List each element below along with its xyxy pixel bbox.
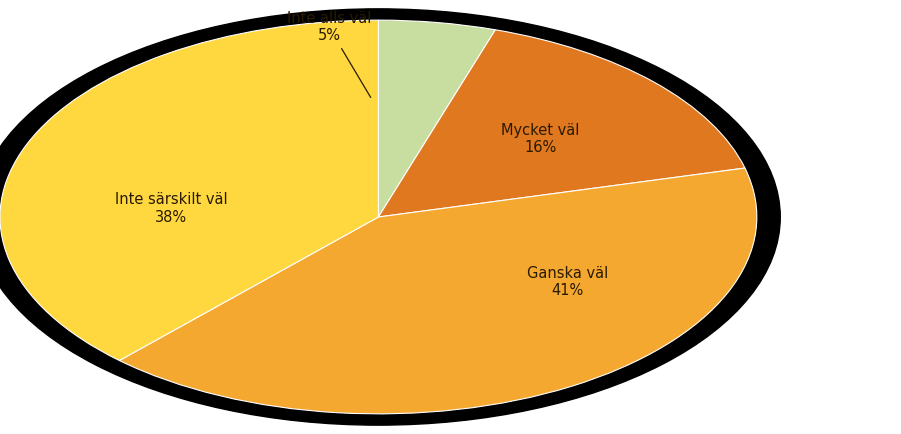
Text: Inte särskilt väl
38%: Inte särskilt väl 38% (115, 192, 227, 224)
Wedge shape (119, 168, 757, 414)
Ellipse shape (0, 9, 780, 425)
Wedge shape (378, 20, 496, 217)
Text: Mycket väl
16%: Mycket väl 16% (502, 123, 579, 155)
Text: Inte alls väl
5%: Inte alls väl 5% (287, 11, 371, 98)
Text: Ganska väl
41%: Ganska väl 41% (527, 266, 608, 298)
Wedge shape (0, 20, 378, 361)
Wedge shape (378, 30, 745, 217)
